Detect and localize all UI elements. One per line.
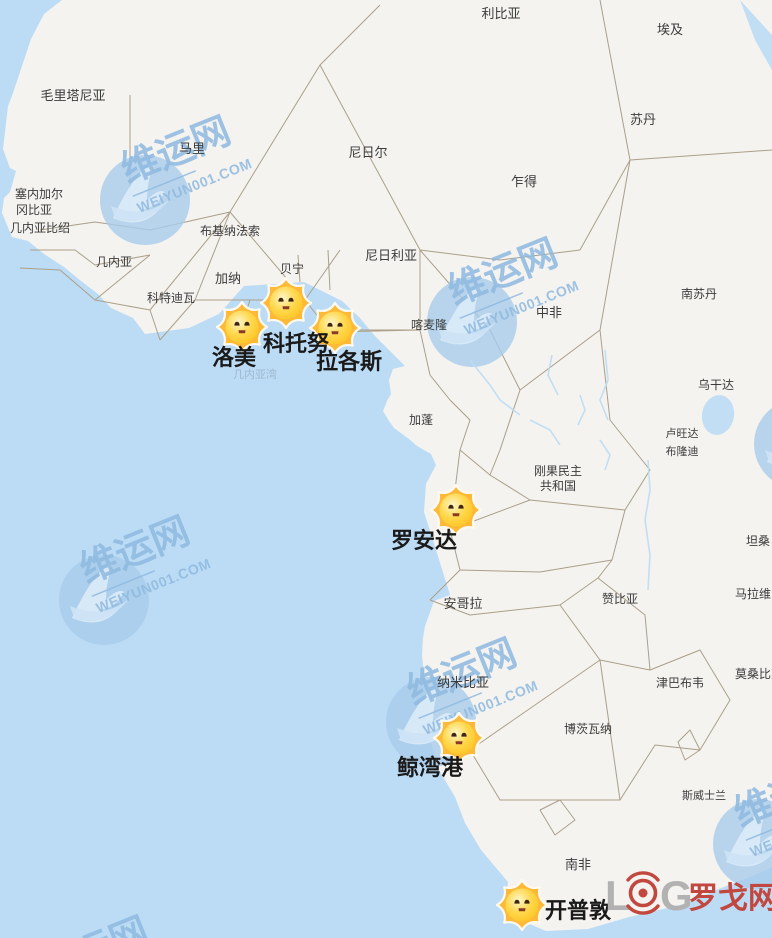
svg-text:几内亚: 几内亚	[96, 255, 132, 269]
svg-text:津巴布韦: 津巴布韦	[656, 676, 704, 690]
svg-text:喀麦隆: 喀麦隆	[411, 317, 447, 332]
svg-text:洛美: 洛美	[212, 345, 257, 370]
svg-text:利比亚: 利比亚	[481, 6, 520, 21]
svg-text:布基纳法索: 布基纳法索	[200, 224, 260, 238]
svg-text:冈比亚: 冈比亚	[16, 203, 52, 217]
svg-text:鲸湾港: 鲸湾港	[397, 755, 464, 780]
svg-text:乍得: 乍得	[511, 174, 537, 189]
svg-text:马里: 马里	[179, 141, 205, 156]
svg-text:罗安达: 罗安达	[391, 528, 457, 553]
svg-text:科特迪瓦: 科特迪瓦	[147, 290, 195, 305]
svg-text:加蓬: 加蓬	[409, 413, 433, 427]
svg-text:几内亚比绍: 几内亚比绍	[10, 221, 70, 235]
svg-text:马拉维: 马拉维	[735, 586, 771, 601]
svg-text:共和国: 共和国	[540, 479, 576, 493]
svg-text:埃及: 埃及	[657, 22, 683, 37]
svg-text:南苏丹: 南苏丹	[681, 286, 717, 301]
svg-text:中非: 中非	[536, 305, 562, 320]
svg-text:塞内加尔: 塞内加尔	[15, 186, 63, 201]
svg-text:坦桑: 坦桑	[746, 534, 770, 548]
svg-text:布隆迪: 布隆迪	[666, 444, 699, 458]
svg-text:尼日尔: 尼日尔	[348, 145, 387, 160]
svg-text:罗戈网: 罗戈网	[688, 882, 772, 915]
svg-text:乌干达: 乌干达	[698, 377, 734, 392]
svg-text:贝宁: 贝宁	[280, 261, 304, 276]
svg-text:卢旺达: 卢旺达	[666, 427, 699, 440]
svg-text:斯威士兰: 斯威士兰	[682, 789, 726, 802]
svg-text:毛里塔尼亚: 毛里塔尼亚	[40, 88, 105, 103]
svg-text:苏丹: 苏丹	[630, 112, 656, 127]
svg-text:加纳: 加纳	[215, 271, 241, 286]
svg-text:开普敦: 开普敦	[545, 898, 612, 923]
svg-text:拉各斯: 拉各斯	[316, 349, 382, 374]
svg-text:安哥拉: 安哥拉	[443, 596, 482, 611]
svg-text:纳米比亚: 纳米比亚	[437, 675, 489, 690]
svg-text:博茨瓦纳: 博茨瓦纳	[564, 721, 612, 736]
svg-text:南非: 南非	[565, 857, 591, 872]
svg-text:尼日利亚: 尼日利亚	[365, 248, 417, 263]
svg-text:赞比亚: 赞比亚	[602, 592, 638, 606]
svg-text:刚果民主: 刚果民主	[534, 464, 582, 478]
svg-text:莫桑比克: 莫桑比克	[735, 667, 772, 681]
